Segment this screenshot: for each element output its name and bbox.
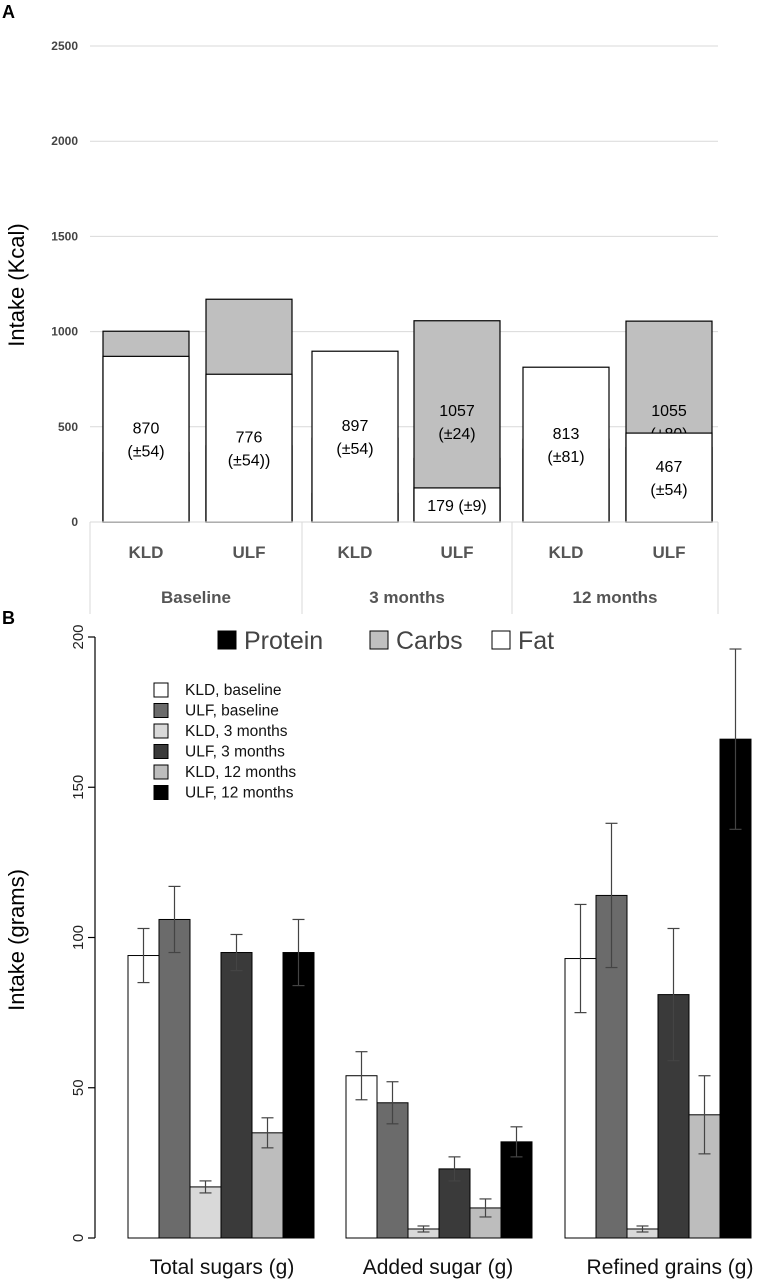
panel-b-label: B xyxy=(2,608,15,628)
y-tick-a-4: 2000 xyxy=(51,134,78,148)
x-tick-b-0: Total sugars (g) xyxy=(150,1256,295,1279)
legend-label-b-5: ULF, 12 months xyxy=(185,785,294,802)
x-tick-a-5: ULF xyxy=(652,543,685,562)
data-label-fat-4: 813 xyxy=(553,426,580,443)
bar-0-4 xyxy=(251,1132,284,1239)
y-tick-b-3: 150 xyxy=(70,775,87,800)
y-tick-a-3: 1500 xyxy=(51,229,78,243)
legend-swatch-b-5 xyxy=(153,785,169,800)
panel-a-bars: 365(±20)1002(±72)870(±54)400(±16)1170(±7… xyxy=(102,298,713,523)
bar-fat-5 xyxy=(625,432,713,523)
data-label-carbs-5: 1055 xyxy=(651,403,687,420)
bar-0-1 xyxy=(158,918,191,1239)
group-label-a-0: Baseline xyxy=(161,588,231,607)
data-label-fat-5: 467 xyxy=(656,459,683,476)
bar-fat-4 xyxy=(522,366,610,523)
legend-swatch-b-1 xyxy=(153,703,169,718)
y-tick-a-5: 2500 xyxy=(51,39,78,53)
panel-a-x-axis: KLD ULF KLD ULF KLD ULF Baseline 3 months 12 mon… xyxy=(89,521,719,614)
panel-b-bars xyxy=(127,648,752,1239)
data-label-fat-2: (±54) xyxy=(336,441,373,458)
legend-swatch-b-2 xyxy=(153,723,169,739)
y-tick-b-1: 50 xyxy=(70,1079,87,1096)
group-label-a-1: 3 months xyxy=(369,588,445,607)
panel-a-legend: Protein Carbs Fat xyxy=(217,627,554,655)
data-label-fat-3: 179 (±9) xyxy=(427,498,486,515)
y-tick-a-2: 1000 xyxy=(51,325,78,339)
bar-fat-2 xyxy=(311,350,399,523)
bar-0-3 xyxy=(220,952,253,1239)
panel-b-legend: KLD, baseline ULF, baseline KLD, 3 months U… xyxy=(153,682,296,802)
y-tick-b-2: 100 xyxy=(70,925,87,950)
data-label-fat-2: 897 xyxy=(342,418,369,435)
data-label-fat-1: (±54)) xyxy=(228,453,271,470)
panel-b-y-axis-label: Intake (grams) xyxy=(4,869,29,1011)
data-label-fat-0: 870 xyxy=(133,421,160,438)
bar-fat-1 xyxy=(205,373,293,523)
x-tick-b-1: Added sugar (g) xyxy=(363,1256,514,1279)
panel-a-y-axis-label: Intake (Kcal) xyxy=(4,223,29,347)
legend-label-b-3: ULF, 3 months xyxy=(185,744,285,761)
x-tick-a-0: KLD xyxy=(129,543,164,562)
y-tick-a-1: 500 xyxy=(58,420,78,434)
data-label-carbs-3: 1057 xyxy=(439,403,475,420)
legend-label-protein: Protein xyxy=(244,627,323,655)
bar-0-2 xyxy=(189,1186,222,1239)
data-label-fat-0: (±54) xyxy=(127,444,164,461)
group-label-a-2: 12 months xyxy=(572,588,657,607)
bar-1-1 xyxy=(376,1102,409,1239)
y-tick-a-0: 0 xyxy=(71,515,78,529)
data-label-fat-4: (±81) xyxy=(547,449,584,466)
bar-fat-0 xyxy=(102,355,190,523)
x-tick-a-2: KLD xyxy=(338,543,373,562)
x-tick-b-2: Refined grains (g) xyxy=(587,1256,754,1279)
bar-0-0 xyxy=(127,955,160,1239)
panel-b-x-axis: Total sugars (g) Added sugar (g) Refined g… xyxy=(150,1256,754,1279)
legend-label-b-2: KLD, 3 months xyxy=(185,723,288,740)
panel-a-label: A xyxy=(2,2,15,22)
y-tick-b-4: 200 xyxy=(70,624,87,649)
legend-swatch-fat xyxy=(491,630,511,650)
bar-1-0 xyxy=(345,1075,378,1239)
panel-b: B Protein Carbs Fat 0 50 100 150 200 Intake (g… xyxy=(2,608,753,1279)
legend-label-carbs: Carbs xyxy=(396,627,463,655)
bar-0-5 xyxy=(282,952,315,1239)
x-tick-a-1: ULF xyxy=(232,543,265,562)
x-tick-a-4: KLD xyxy=(549,543,584,562)
legend-label-fat: Fat xyxy=(518,627,554,655)
legend-label-b-1: ULF, baseline xyxy=(185,703,279,720)
data-label-fat-5: (±54) xyxy=(650,482,687,499)
legend-swatch-protein xyxy=(217,630,237,650)
legend-swatch-b-4 xyxy=(153,764,169,780)
legend-label-b-4: KLD, 12 months xyxy=(185,764,296,781)
panel-a-y-ticks: 0 500 1000 1500 2000 2500 xyxy=(51,39,78,529)
bar-fat-3 xyxy=(413,487,501,523)
legend-swatch-carbs xyxy=(369,630,389,650)
bar-1-5 xyxy=(500,1141,533,1239)
y-tick-b-0: 0 xyxy=(70,1234,87,1242)
panel-b-y-ticks: 0 50 100 150 200 xyxy=(70,624,96,1242)
legend-label-b-0: KLD, baseline xyxy=(185,682,282,699)
x-tick-a-3: ULF xyxy=(440,543,473,562)
legend-swatch-b-0 xyxy=(153,682,169,698)
data-label-carbs-3: (±24) xyxy=(438,426,475,443)
legend-swatch-b-3 xyxy=(153,744,169,759)
data-label-fat-1: 776 xyxy=(236,430,263,447)
